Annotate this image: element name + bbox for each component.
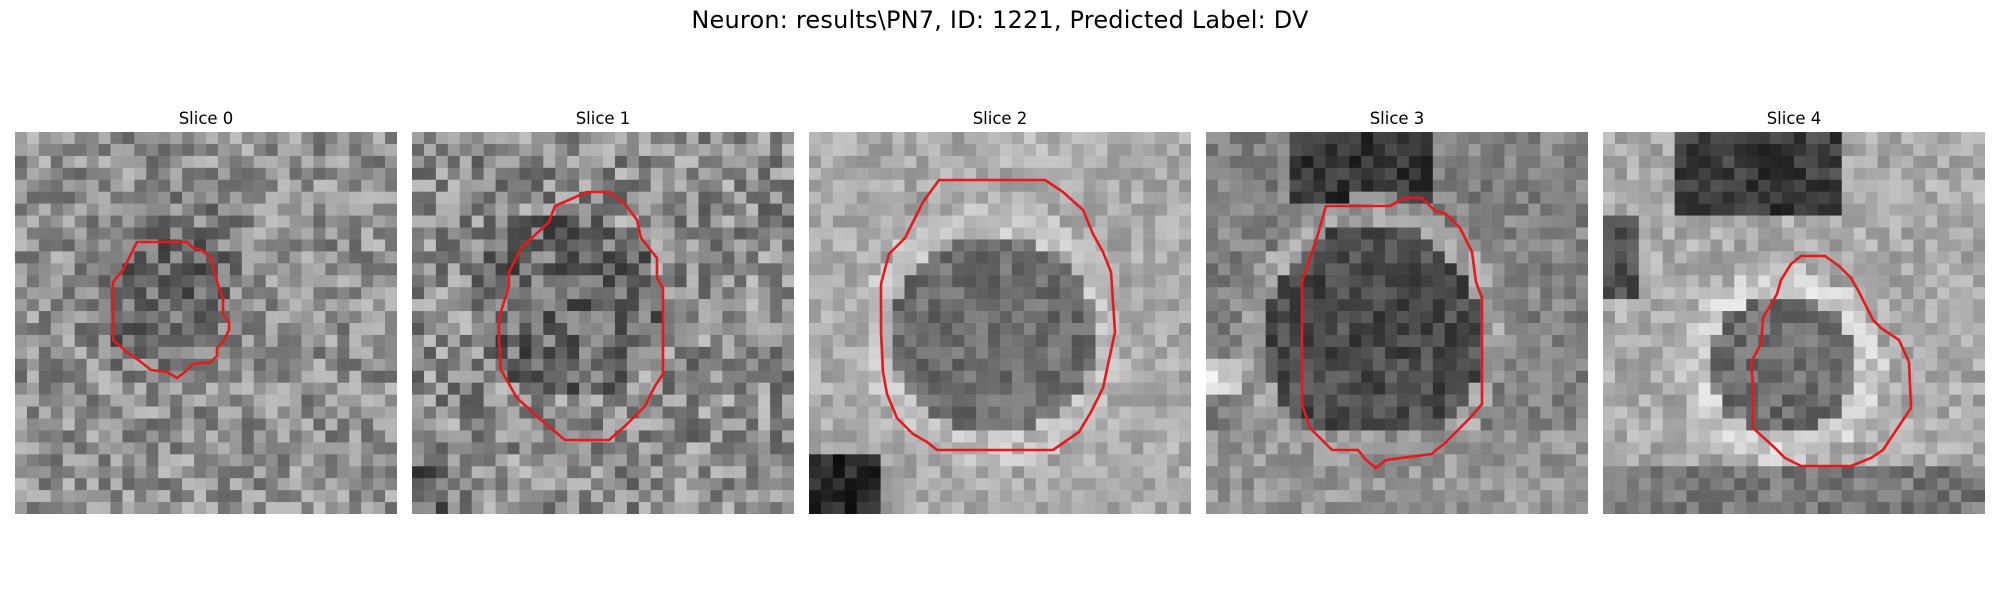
slice-4-pixels	[1603, 132, 1985, 514]
slice-4-image	[1603, 132, 1985, 514]
slice-3-pixels	[1206, 132, 1588, 514]
slice-1-image	[412, 132, 794, 514]
slice-1-panel: Slice 1	[412, 106, 794, 514]
slice-0-title: Slice 0	[178, 109, 234, 128]
slice-0-contour	[111, 240, 231, 380]
slice-4-title: Slice 4	[1766, 109, 1822, 128]
slice-4-contour	[1749, 254, 1913, 468]
slice-3-panel: Slice 3	[1206, 106, 1588, 514]
slice-1-pixels	[412, 132, 794, 514]
figure-title: Neuron: results\PN7, ID: 1221, Predicted…	[691, 6, 1309, 34]
slice-2-panel: Slice 2	[809, 106, 1191, 514]
slice-2-contour	[879, 178, 1117, 452]
slice-2-image	[809, 132, 1191, 514]
slice-1-contour	[497, 190, 665, 442]
slice-1-title: Slice 1	[575, 109, 631, 128]
slice-0-image	[15, 132, 397, 514]
slice-3-image	[1206, 132, 1588, 514]
slice-3-title: Slice 3	[1369, 109, 1425, 128]
slice-0-pixels	[15, 132, 397, 514]
slice-0-panel: Slice 0	[15, 106, 397, 514]
slice-2-pixels	[809, 132, 1191, 514]
slice-3-contour	[1300, 196, 1484, 470]
slice-4-panel: Slice 4	[1603, 106, 1985, 514]
slice-2-title: Slice 2	[972, 109, 1028, 128]
